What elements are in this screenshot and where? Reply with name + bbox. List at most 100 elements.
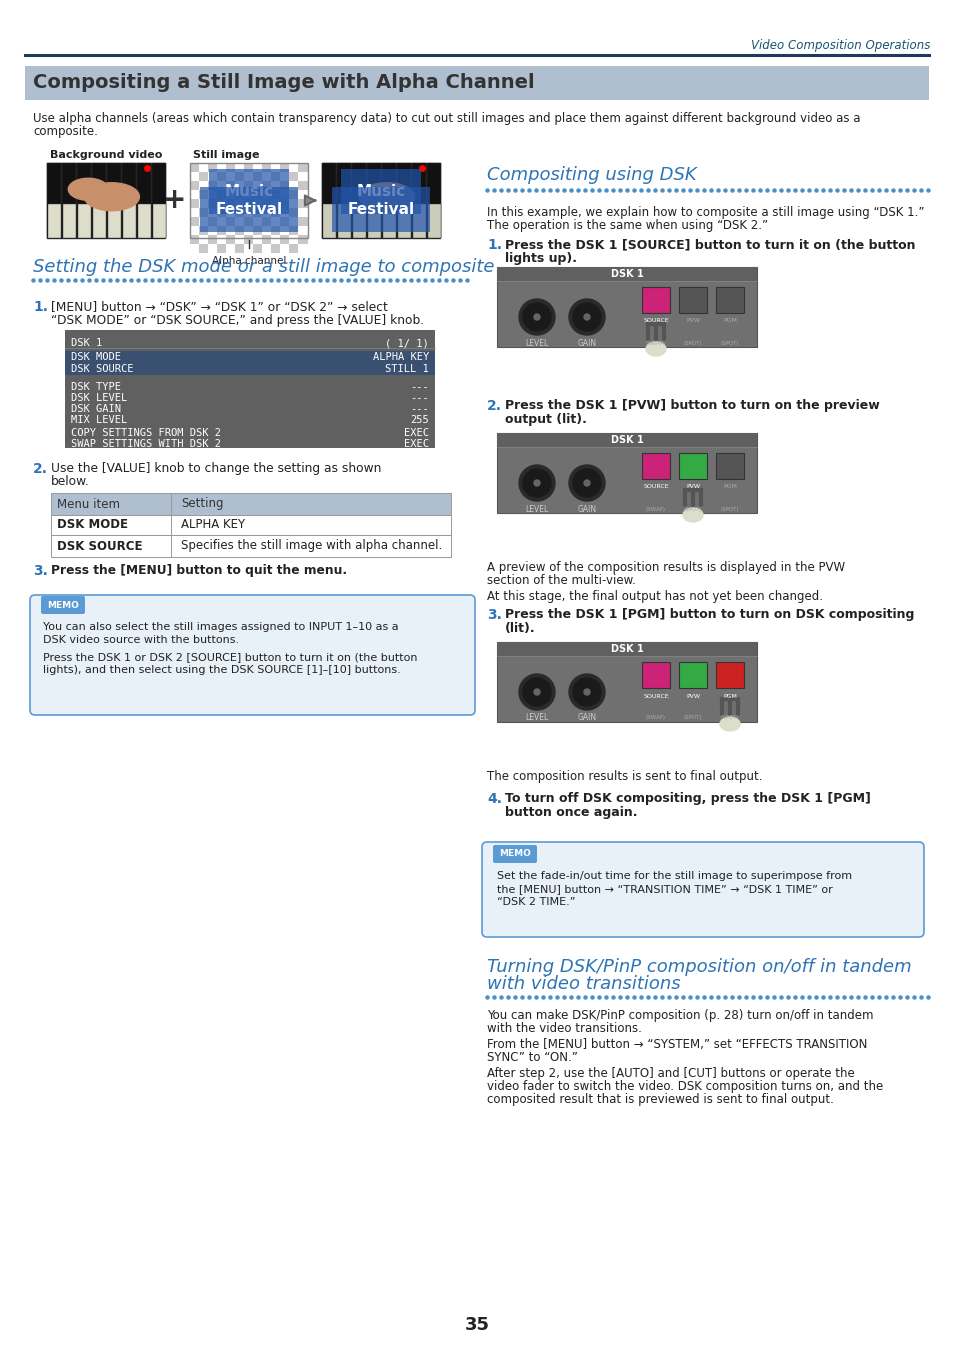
Bar (307, 198, 308, 208)
Bar (412, 163, 426, 238)
Circle shape (583, 688, 589, 695)
Bar (299, 181, 308, 190)
Text: DSK SOURCE: DSK SOURCE (57, 540, 142, 552)
Text: MIX LEVEL: MIX LEVEL (71, 414, 127, 425)
Bar (253, 198, 262, 208)
Bar (280, 217, 289, 225)
Bar (62, 163, 76, 238)
Bar (226, 225, 234, 235)
Bar (271, 244, 280, 252)
Bar (280, 163, 289, 171)
Bar (367, 163, 380, 238)
Text: MEMO: MEMO (498, 849, 531, 859)
Bar (336, 163, 351, 238)
FancyBboxPatch shape (30, 595, 475, 716)
Text: ---: --- (410, 404, 429, 414)
Bar (271, 225, 280, 235)
Bar (216, 225, 226, 235)
Text: 2.: 2. (486, 400, 501, 413)
Bar (280, 198, 289, 208)
Bar (216, 181, 226, 190)
Text: 1.: 1. (486, 238, 501, 252)
Bar (299, 225, 308, 235)
Bar (297, 244, 307, 252)
Text: 3.: 3. (33, 564, 48, 578)
Text: DSK 1: DSK 1 (71, 338, 102, 348)
Bar (353, 204, 366, 238)
Text: From the [MENU] button → “SYSTEM,” set “EFFECTS TRANSITION: From the [MENU] button → “SYSTEM,” set “… (486, 1038, 866, 1052)
Text: MEMO: MEMO (47, 601, 79, 609)
Circle shape (583, 481, 589, 486)
Bar (280, 208, 289, 217)
Bar (108, 204, 121, 238)
Bar (92, 204, 106, 238)
Circle shape (568, 298, 604, 335)
Bar (234, 181, 244, 190)
Bar (280, 225, 289, 235)
Bar (289, 171, 297, 181)
FancyBboxPatch shape (481, 842, 923, 937)
Text: SOURCE: SOURCE (642, 485, 668, 490)
Bar (208, 208, 216, 217)
Bar (199, 217, 208, 225)
Bar (244, 208, 253, 217)
Bar (234, 163, 244, 171)
Bar (51, 514, 451, 535)
Circle shape (573, 468, 600, 497)
Text: EXEC: EXEC (403, 428, 429, 437)
Bar (297, 181, 307, 190)
Bar (397, 204, 411, 238)
Text: “DSK MODE” or “DSK SOURCE,” and press the [VALUE] knob.: “DSK MODE” or “DSK SOURCE,” and press th… (51, 315, 424, 327)
Circle shape (518, 674, 555, 710)
Bar (307, 217, 308, 225)
Ellipse shape (359, 182, 414, 211)
Bar (234, 217, 244, 225)
Bar (216, 235, 226, 244)
Bar (307, 181, 308, 190)
Circle shape (518, 298, 555, 335)
Bar (208, 198, 216, 208)
Text: To turn off DSK compositing, press the DSK 1 [PGM]: To turn off DSK compositing, press the D… (504, 792, 870, 805)
Text: (SPOT): (SPOT) (683, 506, 701, 512)
Bar (253, 235, 262, 244)
Bar (253, 163, 262, 171)
Circle shape (568, 464, 604, 501)
Bar (234, 244, 244, 252)
Bar (51, 535, 451, 558)
Bar (307, 225, 308, 235)
Bar (396, 163, 411, 238)
Text: Music: Music (224, 184, 274, 198)
Circle shape (583, 315, 589, 320)
Text: DSK TYPE: DSK TYPE (71, 382, 121, 391)
Bar (299, 235, 308, 244)
Bar (208, 235, 216, 244)
Bar (226, 163, 234, 171)
Bar (262, 171, 271, 181)
Bar (244, 244, 253, 252)
Bar (107, 163, 121, 238)
Bar (297, 217, 307, 225)
Text: DSK SOURCE: DSK SOURCE (71, 364, 133, 374)
Bar (307, 235, 308, 244)
Text: In this example, we explain how to composite a still image using “DSK 1.”: In this example, we explain how to compo… (486, 207, 923, 219)
Bar (497, 433, 757, 447)
Text: lights up).: lights up). (504, 252, 577, 265)
Circle shape (573, 302, 600, 331)
Text: below.: below. (51, 475, 90, 487)
Bar (208, 171, 216, 181)
Text: 3.: 3. (486, 608, 501, 622)
Bar (299, 171, 308, 181)
Bar (216, 163, 226, 171)
Text: SOURCE: SOURCE (642, 319, 668, 324)
Bar (299, 163, 308, 171)
Text: ---: --- (410, 382, 429, 391)
Text: Video Composition Operations: Video Composition Operations (750, 39, 929, 51)
Text: You can make DSK/PinP composition (p. 28) turn on/off in tandem: You can make DSK/PinP composition (p. 28… (486, 1008, 873, 1022)
Text: DSK GAIN: DSK GAIN (71, 404, 121, 414)
Bar (137, 163, 151, 238)
Bar (253, 244, 262, 252)
Bar (234, 190, 244, 198)
Text: (SWAP): (SWAP) (645, 340, 665, 346)
Bar (208, 225, 216, 235)
Bar (190, 190, 199, 198)
